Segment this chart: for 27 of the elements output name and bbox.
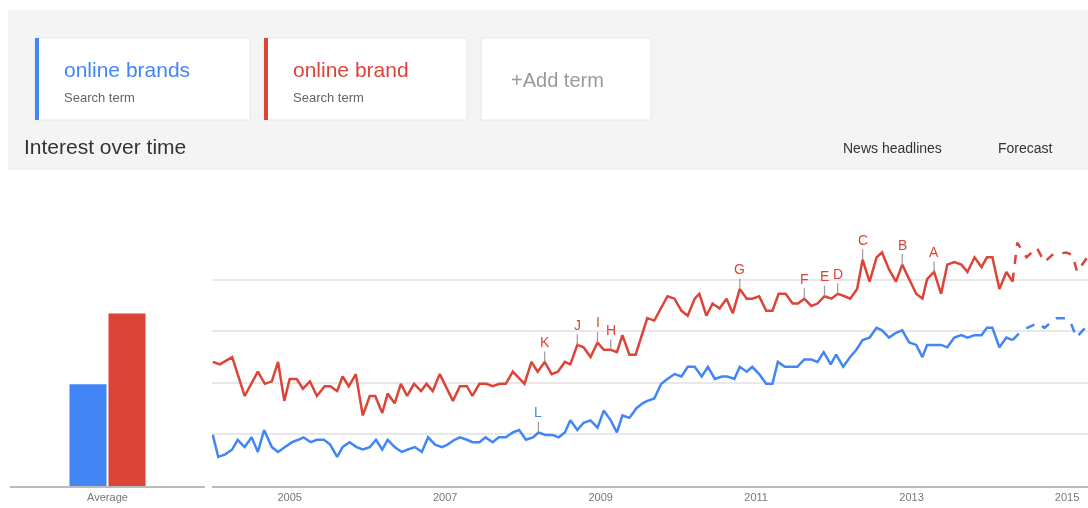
annotation: E	[820, 268, 830, 284]
annotation: D	[833, 266, 844, 282]
x-tick-label: 2015	[1054, 490, 1080, 503]
annotation: I	[596, 314, 600, 330]
chart-title: Interest over time	[24, 135, 187, 158]
annotation: K	[540, 334, 550, 350]
x-tick-label: 2007	[432, 490, 458, 503]
annotation: C	[858, 232, 869, 248]
x-tick-label: Average	[87, 490, 128, 503]
annotation: L	[534, 404, 542, 420]
text: News headlines	[843, 140, 942, 156]
x-tick-label: 2009	[588, 490, 613, 503]
text: online brands	[64, 58, 191, 81]
annotation: H	[606, 322, 617, 338]
text: Search term	[293, 90, 364, 105]
annotation: G	[734, 261, 745, 277]
x-tick-label: 2011	[744, 490, 768, 503]
annotation: F	[800, 271, 809, 287]
text: +Add term	[511, 69, 604, 91]
text: Forecast	[998, 140, 1053, 156]
annotation: A	[929, 244, 939, 260]
annotation: J	[574, 317, 581, 333]
text: Search term	[64, 90, 135, 105]
x-tick-label: 2013	[899, 490, 924, 503]
annotation: B	[898, 237, 908, 253]
x-tick-label: 2005	[277, 490, 302, 503]
text: online brand	[293, 58, 409, 81]
